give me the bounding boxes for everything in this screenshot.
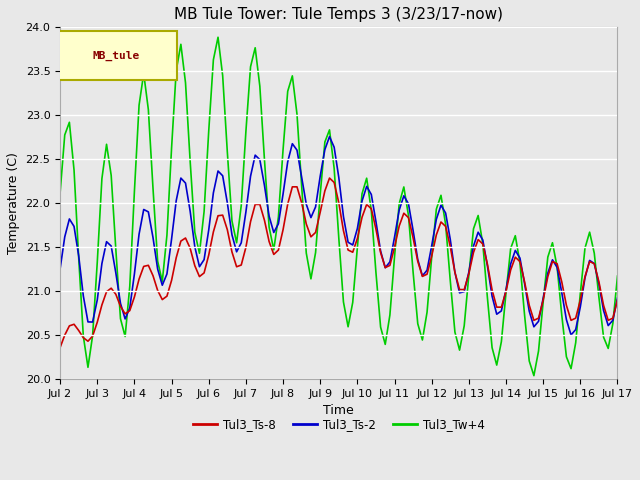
Tul3_Tw+4 — [56, 190, 64, 196]
Title: MB Tule Tower: Tule Temps 3 (3/23/17-now): MB Tule Tower: Tule Temps 3 (3/23/17-now… — [174, 7, 503, 22]
Tul3_Ts-8 — [437, 219, 445, 225]
Y-axis label: Temperature (C): Temperature (C) — [7, 152, 20, 254]
Tul3_Tw+4 — [214, 35, 222, 40]
Tul3_Ts-8 — [293, 184, 301, 190]
X-axis label: Time: Time — [323, 404, 354, 417]
Tul3_Tw+4 — [298, 183, 305, 189]
Tul3_Ts-2 — [437, 203, 445, 208]
Tul3_Ts-2 — [326, 134, 333, 140]
Line: Tul3_Ts-8: Tul3_Ts-8 — [60, 178, 618, 348]
Tul3_Ts-8 — [186, 245, 194, 251]
Tul3_Ts-8 — [409, 235, 417, 241]
Legend: Tul3_Ts-8, Tul3_Ts-2, Tul3_Tw+4: Tul3_Ts-8, Tul3_Ts-2, Tul3_Tw+4 — [188, 414, 489, 436]
Tul3_Tw+4 — [409, 269, 417, 275]
Tul3_Ts-2 — [293, 147, 301, 153]
FancyBboxPatch shape — [54, 31, 177, 80]
Tul3_Ts-2 — [614, 295, 621, 301]
Tul3_Ts-8 — [581, 274, 589, 279]
Text: MB_tule: MB_tule — [92, 50, 140, 60]
Line: Tul3_Ts-2: Tul3_Ts-2 — [60, 137, 618, 335]
Tul3_Ts-2 — [112, 270, 120, 276]
Tul3_Tw+4 — [437, 192, 445, 198]
Tul3_Ts-8 — [614, 297, 621, 303]
Tul3_Ts-8 — [326, 175, 333, 181]
Tul3_Ts-2 — [56, 266, 64, 272]
Tul3_Tw+4 — [586, 229, 593, 235]
Tul3_Tw+4 — [112, 247, 120, 252]
Tul3_Tw+4 — [530, 373, 538, 379]
Tul3_Ts-8 — [112, 291, 120, 297]
Tul3_Tw+4 — [186, 158, 194, 164]
Line: Tul3_Tw+4: Tul3_Tw+4 — [60, 37, 618, 376]
Tul3_Ts-2 — [409, 228, 417, 233]
Tul3_Ts-2 — [586, 258, 593, 264]
Tul3_Ts-8 — [56, 345, 64, 350]
Tul3_Ts-2 — [567, 332, 575, 338]
Tul3_Tw+4 — [614, 273, 621, 279]
Tul3_Ts-2 — [186, 208, 194, 214]
